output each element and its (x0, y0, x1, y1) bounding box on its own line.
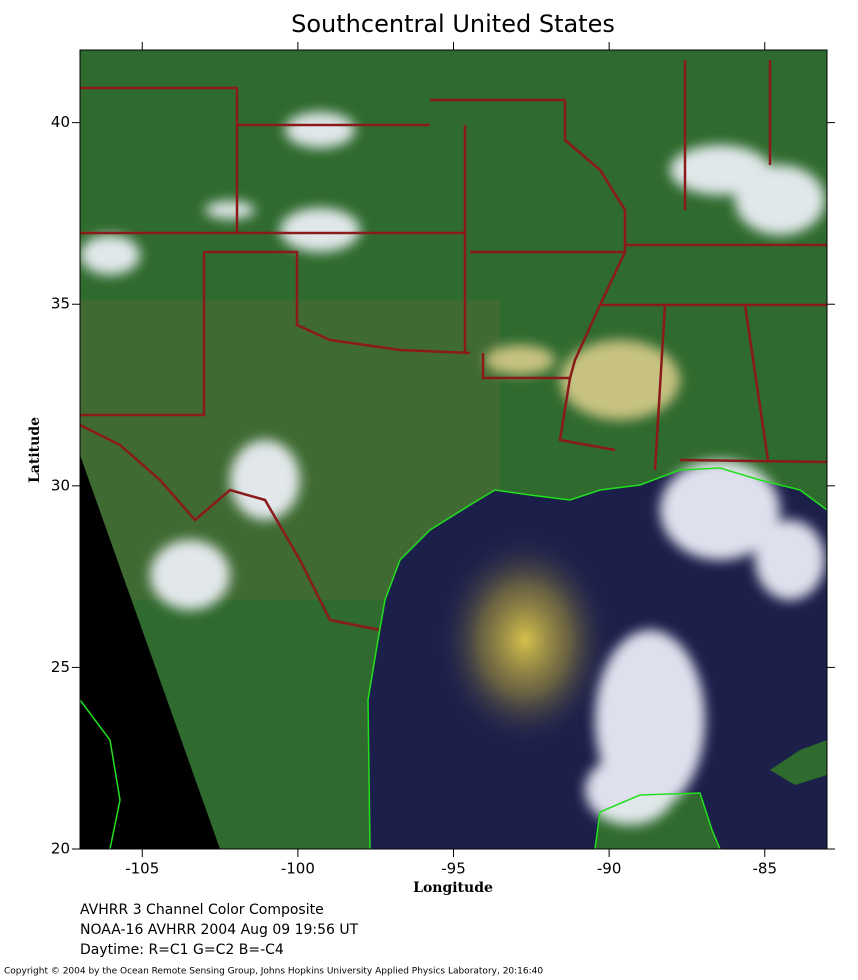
sun-glint (435, 530, 615, 750)
x-tick-label: -105 (125, 860, 159, 878)
cuba (770, 740, 827, 785)
y-tick-label: 25 (51, 658, 70, 676)
copyright: Copyright © 2004 by the Ocean Remote Sen… (4, 967, 543, 977)
state-borders (80, 60, 827, 632)
y-axis-label: Latitude (27, 417, 43, 483)
y-tick-label: 20 (51, 840, 70, 858)
x-tick-label: -90 (597, 860, 622, 878)
no-data-swath (80, 455, 220, 849)
x-tick-label: -100 (281, 860, 315, 878)
x-tick-label: -85 (753, 860, 778, 878)
title: Southcentral United States (291, 10, 615, 38)
x-axis-label: Longitude (413, 880, 493, 896)
y-tick-label: 40 (51, 113, 70, 131)
caption-line: NOAA-16 AVHRR 2004 Aug 09 19:56 UT (80, 922, 359, 938)
caption-line: AVHRR 3 Channel Color Composite (80, 902, 324, 918)
y-tick-label: 30 (51, 476, 70, 494)
x-tick-label: -95 (441, 860, 466, 878)
clouds (80, 112, 825, 825)
satellite-image (80, 50, 827, 849)
coastline (80, 467, 827, 849)
caption-line: Daytime: R=C1 G=C2 B=-C4 (80, 942, 284, 958)
y-tick-label: 35 (51, 295, 70, 313)
